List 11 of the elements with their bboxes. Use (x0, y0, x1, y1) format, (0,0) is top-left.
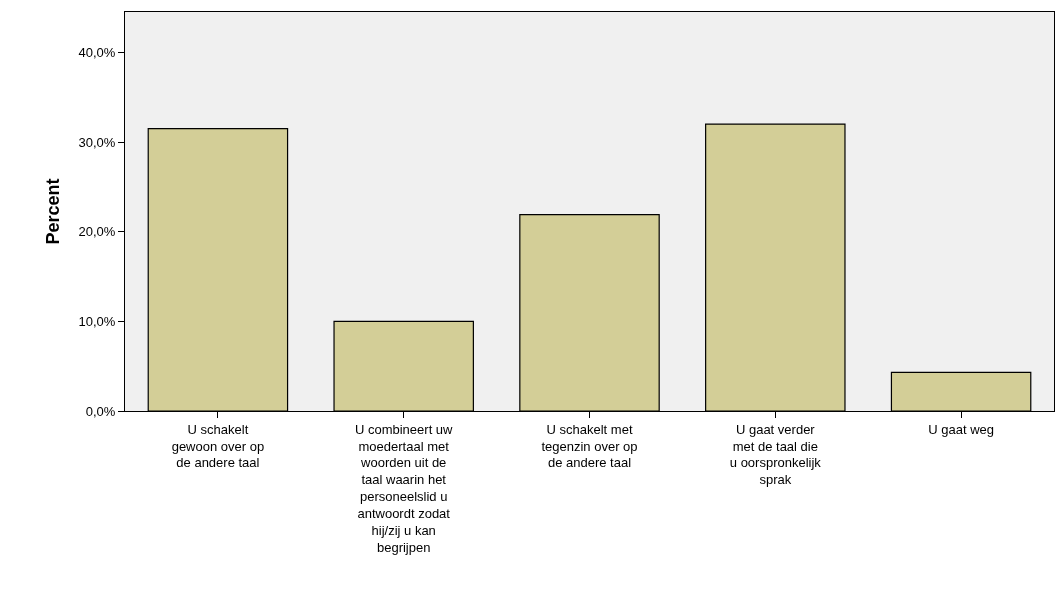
y-tick-label: 10,0% (78, 313, 116, 329)
y-tick-label: 30,0% (78, 134, 116, 150)
x-tick-label: U gaat verder met de taal die u oorspronkelijk sprak (729, 421, 822, 488)
x-tick-label: U schakelt gewoon over op de andere taal (171, 421, 265, 471)
y-tick-label: 0,0% (85, 403, 116, 419)
y-tick-label: 20,0% (78, 224, 116, 240)
y-tick-label: 40,0% (78, 44, 116, 60)
x-tick-label: U gaat weg (928, 421, 994, 437)
y-axis-title: Percent (42, 178, 63, 245)
x-tick-label: U schakelt met tegenzin over op de andere taal (541, 421, 638, 471)
x-tick-label: U combineert uw moedertaal met woorden uit de taal waarin het personeelslid u antwoordt zodat hij/zij u kan begrijpen (354, 421, 454, 555)
